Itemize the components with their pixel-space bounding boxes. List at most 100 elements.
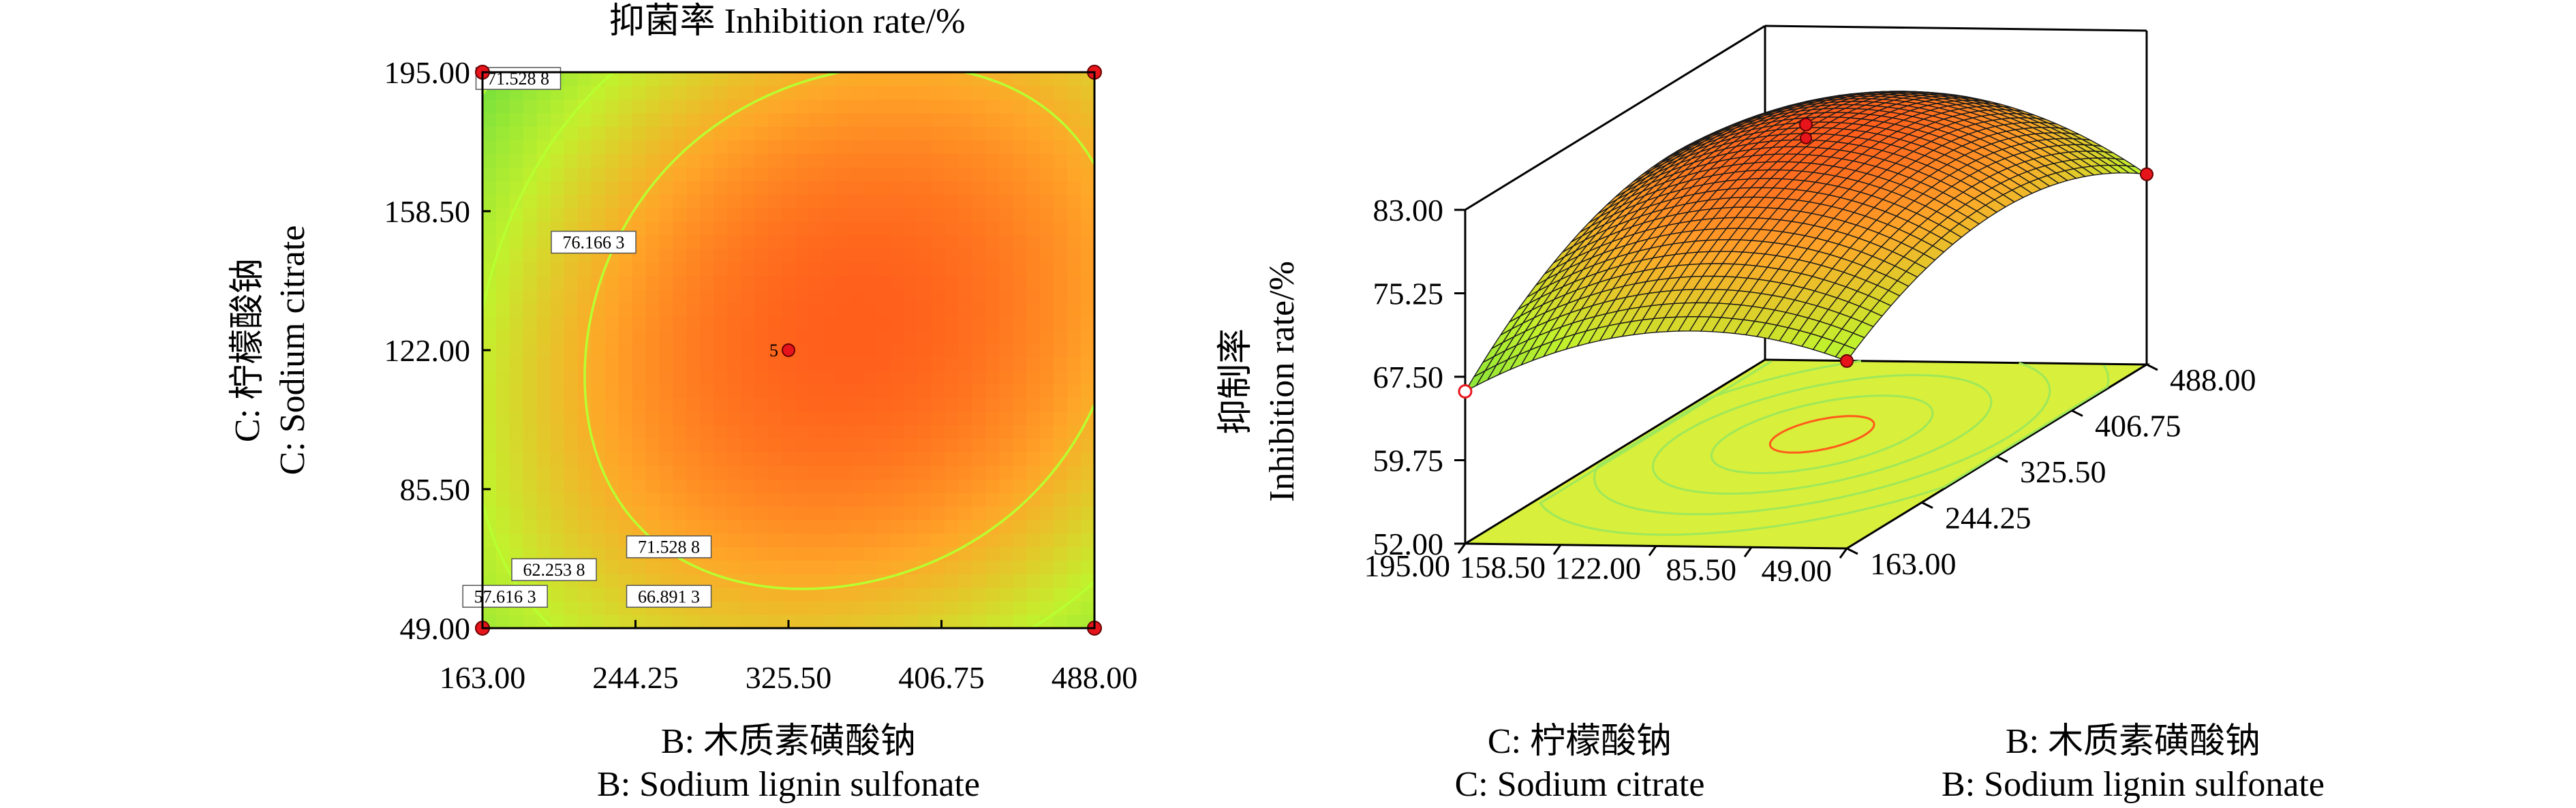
heat-cell — [972, 357, 986, 371]
heat-cell — [1026, 574, 1041, 588]
contour-label-text: 71.528 8 — [638, 538, 700, 557]
heat-cell — [1054, 397, 1068, 412]
citrate-tick — [1457, 543, 1467, 554]
heat-cell — [714, 221, 728, 236]
heat-cell — [795, 411, 810, 426]
heat-cell — [1040, 248, 1054, 263]
heat-cell — [1081, 126, 1095, 141]
heat-cell — [863, 452, 878, 466]
heat-cell — [808, 479, 823, 493]
heat-cell — [917, 330, 932, 344]
heat-cell — [754, 452, 769, 466]
heat-cell — [1013, 601, 1027, 615]
heat-cell — [768, 424, 782, 439]
heat-cell — [808, 533, 823, 548]
heat-cell — [849, 533, 864, 548]
heat-cell — [999, 465, 1013, 480]
heat-cell — [550, 262, 565, 277]
heat-cell — [876, 140, 891, 154]
heat-cell — [985, 221, 1000, 236]
heat-cell — [945, 615, 960, 629]
heat-cell — [591, 153, 606, 168]
heat-cell — [659, 330, 673, 344]
heat-cell — [509, 357, 524, 371]
heat-cell — [835, 167, 850, 181]
heat-cell — [673, 208, 687, 222]
heat-cell — [754, 221, 769, 236]
heat-cell — [754, 262, 769, 277]
heat-cell — [795, 343, 810, 358]
heat-cell — [917, 112, 932, 127]
heat-cell — [958, 153, 972, 168]
heat-cell — [550, 506, 565, 520]
heat-cell — [591, 384, 606, 399]
heat-cell — [727, 153, 741, 168]
heat-cell — [700, 316, 714, 330]
heat-cell — [645, 153, 660, 168]
heat-cell — [509, 493, 524, 507]
heat-cell — [985, 546, 1000, 561]
heat-cell — [727, 370, 741, 385]
heat-cell — [958, 221, 972, 236]
heat-cell — [1067, 72, 1082, 87]
heat-cell — [768, 452, 782, 466]
heat-cell — [482, 126, 497, 141]
heat-cell — [673, 506, 687, 520]
heat-cell — [904, 221, 919, 236]
heat-cell — [754, 302, 769, 317]
heat-cell — [945, 519, 960, 534]
heat-cell — [782, 330, 796, 344]
heat-cell — [632, 112, 647, 127]
heat-cell — [863, 479, 878, 493]
heat-cell — [876, 275, 891, 290]
heat-cell — [808, 221, 823, 236]
heat-cell — [795, 234, 810, 249]
heat-cell — [782, 208, 796, 222]
heat-cell — [659, 289, 673, 303]
heat-cell — [876, 506, 891, 520]
heat-cell — [931, 167, 946, 181]
heat-cell — [945, 126, 960, 141]
heat-cell — [795, 438, 810, 452]
heat-cell — [931, 112, 946, 127]
heat-cell — [632, 370, 647, 385]
heat-cell — [808, 167, 823, 181]
heat-cell — [686, 574, 701, 588]
heat-cell — [496, 112, 510, 127]
heat-cell — [985, 343, 1000, 358]
heat-cell — [1081, 112, 1095, 127]
heat-cell — [985, 262, 1000, 277]
heat-cell — [577, 289, 592, 303]
heat-cell — [714, 181, 728, 195]
heat-cell — [904, 181, 919, 195]
heat-cell — [808, 465, 823, 480]
heat-cell — [523, 208, 538, 222]
heat-cell — [890, 302, 905, 317]
heat-cell — [700, 493, 714, 507]
heat-cell — [1013, 275, 1027, 290]
heat-cell — [1026, 275, 1041, 290]
heat-cell — [931, 506, 946, 520]
heat-cell — [686, 424, 701, 439]
heat-cell — [849, 248, 864, 263]
heat-cell — [577, 153, 592, 168]
heat-cell — [645, 221, 660, 236]
heat-cell — [890, 72, 905, 87]
heat-cell — [917, 615, 932, 629]
heat-cell — [496, 99, 510, 114]
heat-cell — [808, 601, 823, 615]
heat-cell — [604, 262, 619, 277]
heat-cell — [1054, 99, 1068, 114]
heat-cell — [673, 452, 687, 466]
heat-cell — [945, 208, 960, 222]
heat-cell — [632, 99, 647, 114]
heat-cell — [1026, 343, 1041, 358]
heat-cell — [822, 181, 837, 195]
heat-cell — [1013, 452, 1027, 466]
heat-cell — [564, 452, 579, 466]
heat-cell — [673, 248, 687, 263]
heat-cell — [1054, 140, 1068, 154]
heat-cell — [536, 533, 551, 548]
heat-cell — [523, 153, 538, 168]
heat-cell — [550, 384, 565, 399]
